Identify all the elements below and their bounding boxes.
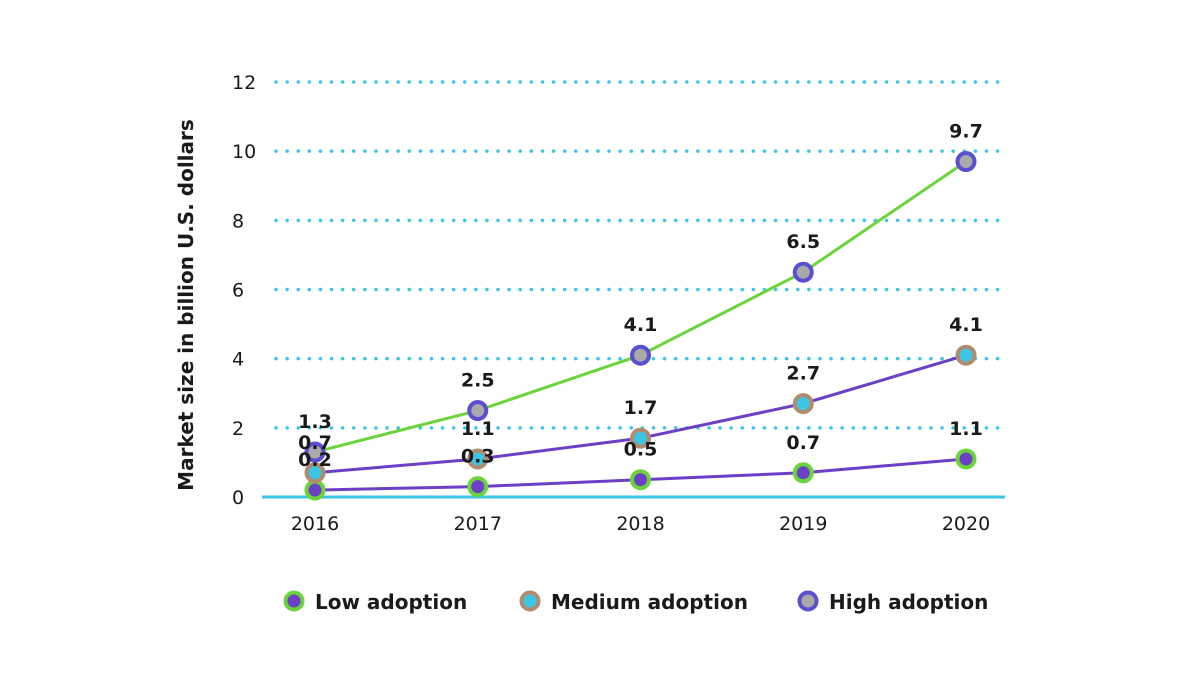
- legend-marker: [283, 590, 305, 612]
- legend-marker: [519, 590, 541, 612]
- x-tick-label: 2018: [616, 513, 664, 535]
- data-label: 1.1: [949, 418, 983, 440]
- legend-item: Low adoption: [283, 590, 467, 614]
- data-point: [955, 344, 977, 366]
- data-label: 1.1: [461, 418, 495, 440]
- y-axis-ticks: 0 2 4 6 8 10 12: [232, 72, 256, 509]
- data-point: [792, 261, 814, 283]
- data-label: 0.7: [298, 432, 332, 454]
- legend-label: Medium adoption: [551, 590, 748, 614]
- data-label: 0.7: [786, 432, 820, 454]
- data-point: [630, 469, 651, 491]
- data-label: 1.7: [624, 397, 658, 419]
- data-labels: 0.2 0.3 0.5 0.7 1.1 0.7 1.1 1.7 2.7 4.1 1.3 2.5 4.1 6…: [298, 121, 983, 472]
- x-axis-ticks: 2016 2017 2018 2019 2020: [291, 513, 990, 535]
- y-tick-label: 2: [232, 418, 244, 440]
- legend-label: Low adoption: [315, 590, 467, 614]
- y-tick-label: 10: [232, 141, 256, 163]
- x-tick-label: 2016: [291, 513, 339, 535]
- data-label: 0.3: [461, 446, 495, 468]
- data-label: 4.1: [624, 314, 658, 336]
- data-point: [467, 400, 489, 422]
- y-tick-label: 6: [232, 280, 244, 302]
- data-label: 4.1: [949, 314, 983, 336]
- data-point: [955, 448, 977, 470]
- data-label: 2.5: [461, 370, 495, 392]
- legend-item: High adoption: [797, 590, 988, 614]
- y-axis-label: Market size in billion U.S. dollars: [174, 119, 198, 491]
- data-label: 2.7: [786, 363, 820, 385]
- x-tick-label: 2020: [942, 513, 990, 535]
- data-label: 9.7: [949, 121, 983, 143]
- legend-item: Medium adoption: [519, 590, 748, 614]
- gridlines: [262, 80, 1007, 499]
- data-point: [630, 427, 651, 449]
- y-tick-label: 8: [232, 210, 244, 232]
- data-point: [792, 462, 814, 484]
- series-markers: [304, 151, 977, 501]
- data-label: 6.5: [786, 231, 820, 253]
- x-tick-label: 2019: [779, 513, 827, 535]
- data-point: [792, 393, 814, 415]
- data-point: [304, 441, 326, 463]
- data-point: [304, 462, 326, 484]
- data-label: 1.3: [298, 411, 332, 433]
- data-point: [304, 479, 326, 501]
- data-point: [467, 476, 489, 498]
- data-point: [630, 344, 651, 366]
- x-tick-label: 2017: [454, 513, 502, 535]
- data-point: [467, 448, 489, 470]
- legend-marker: [797, 590, 819, 612]
- y-tick-label: 0: [232, 487, 244, 509]
- data-point: [955, 151, 977, 173]
- y-tick-label: 12: [232, 72, 256, 94]
- legend: Low adoption Medium adoption High adoption: [283, 590, 988, 614]
- data-label: 0.2: [298, 449, 332, 471]
- legend-label: High adoption: [829, 590, 988, 614]
- data-label: 0.5: [624, 439, 658, 461]
- y-tick-label: 4: [232, 349, 244, 371]
